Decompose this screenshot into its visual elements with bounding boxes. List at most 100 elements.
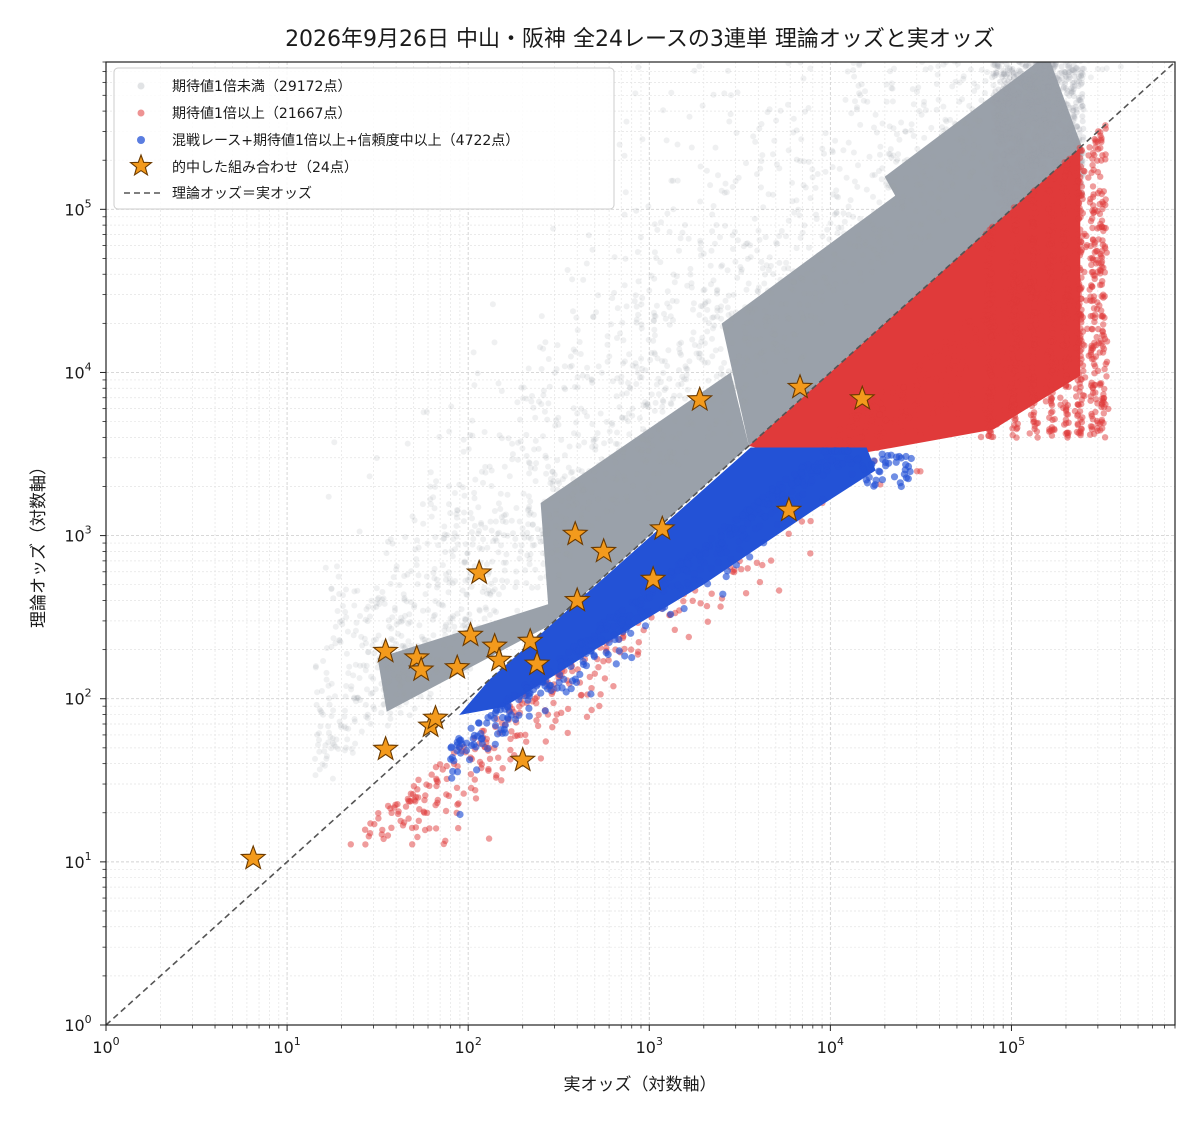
gray-point [480,480,486,486]
gray-point [1016,157,1022,163]
gray-point [609,454,615,460]
red-point [1099,259,1105,265]
gray-point [496,620,502,626]
gray-point [373,637,379,643]
gray-point [828,220,834,226]
gray-point [374,455,380,461]
red-point [1076,237,1082,243]
gray-point [1066,65,1072,71]
gray-point [510,530,516,536]
gray-point [718,365,724,371]
gray-point [740,405,746,411]
gray-point [674,298,680,304]
gray-point [901,203,907,209]
gray-point [686,236,692,242]
gray-point [757,336,763,342]
gray-point [778,301,784,307]
gray-point [721,400,727,406]
gray-point [841,210,847,216]
gray-point [476,624,482,630]
gray-point [350,672,356,678]
gray-point [371,650,377,656]
gray-point [505,533,511,539]
gray-point [1028,139,1034,145]
gray-point [461,437,467,443]
gray-point [524,453,530,459]
red-point [1097,201,1103,207]
gray-point [697,246,703,252]
blue-point [697,566,704,573]
gray-point [974,84,980,90]
blue-point [619,616,626,623]
gray-point [657,259,663,265]
gray-point [319,688,325,694]
gray-point [758,259,764,265]
gray-point [591,469,597,475]
gray-point [475,531,481,537]
gray-point [929,206,935,212]
gray-point [921,99,927,105]
gray-point [947,159,953,165]
gray-point [672,418,678,424]
gray-point [384,550,390,556]
gray-point [420,501,426,507]
gray-point [395,631,401,637]
gray-point [327,702,333,708]
red-point [362,841,368,847]
gray-point [354,588,360,594]
gray-point [806,291,812,297]
gray-point [854,184,860,190]
gray-point [455,508,461,514]
gray-point [574,411,580,417]
gray-point [642,367,648,373]
gray-point [830,149,836,155]
gray-point [565,267,571,273]
gray-point [400,664,406,670]
red-point [1048,410,1054,416]
gray-point [608,497,614,503]
gray-point [801,353,807,359]
gray-point [773,240,779,246]
red-point [1049,223,1055,229]
gray-point [573,315,579,321]
gray-point [313,772,319,778]
red-point [584,714,590,720]
gray-point [877,144,883,150]
gray-point [396,670,402,676]
red-point [945,355,951,361]
red-point [1062,358,1068,364]
gray-point [411,604,417,610]
gray-point [1004,84,1010,90]
red-point [985,433,991,439]
gray-point [368,721,374,727]
red-point [942,339,948,345]
gray-point [556,577,562,583]
red-point [636,639,642,645]
gray-point [758,184,764,190]
gray-point [852,98,858,104]
gray-point [754,324,760,330]
red-point [899,397,905,403]
red-point [1061,273,1067,279]
red-point [1077,265,1083,271]
gray-point [937,186,943,192]
gray-point [928,145,934,151]
gray-point [760,204,766,210]
red-point [1048,387,1054,393]
gray-point [498,542,504,548]
gray-point [316,730,322,736]
gray-point [800,230,806,236]
gray-point [691,300,697,306]
red-point [862,429,868,435]
gray-point [757,166,763,172]
gray-point [577,339,583,345]
red-point [1031,199,1037,205]
red-point [926,377,932,383]
gray-point [550,226,556,232]
gray-point [495,531,501,537]
gray-point [655,376,661,382]
red-point [1030,261,1036,267]
gray-point [317,766,323,772]
gray-point [821,151,827,157]
gray-point [475,504,481,510]
